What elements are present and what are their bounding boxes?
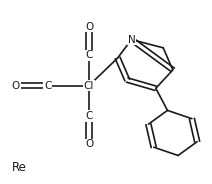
Text: O: O [12,81,20,91]
Text: O: O [85,139,93,149]
Text: Re: Re [12,161,26,174]
Text: C: C [85,50,93,60]
Text: C: C [85,111,93,121]
Text: Cl: Cl [84,81,94,91]
Text: C: C [44,81,51,91]
Text: N: N [128,35,135,45]
Text: O: O [85,22,93,32]
